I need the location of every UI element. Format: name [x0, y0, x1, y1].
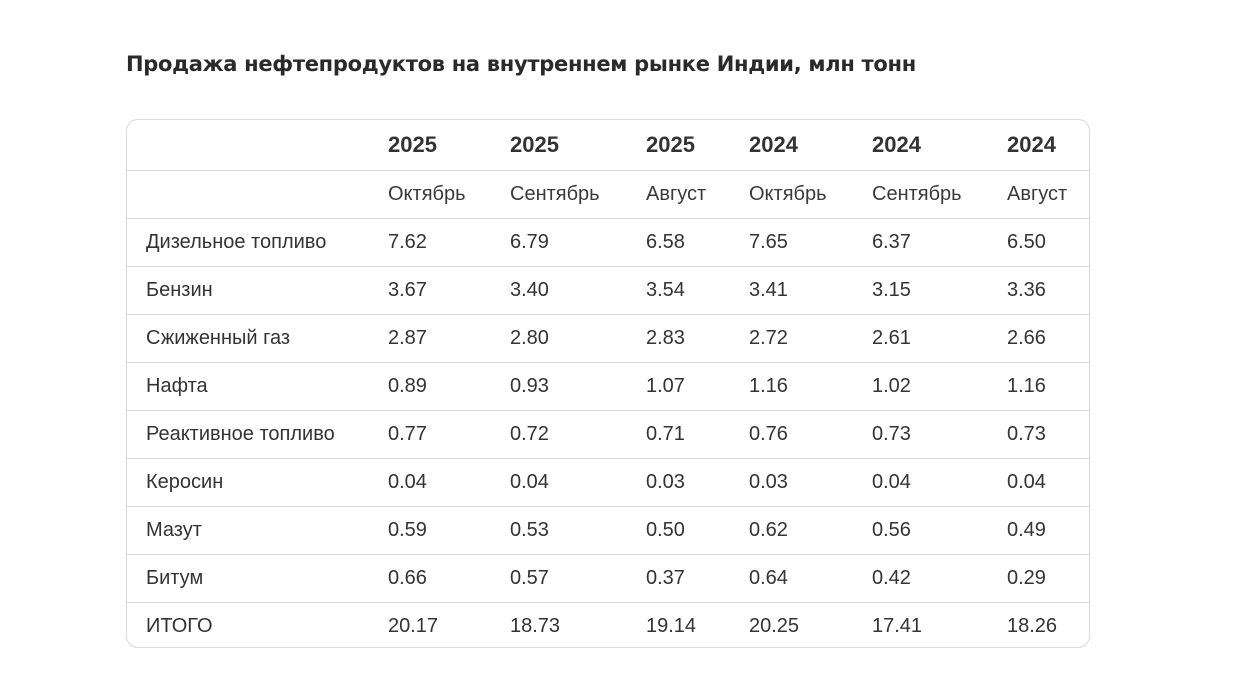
- value-cell: 17.41: [872, 615, 923, 637]
- value-cell: 0.77: [370, 410, 492, 459]
- value-cell: 3.67: [370, 266, 492, 315]
- value-cell: 3.41: [731, 266, 854, 315]
- value-cell: 0.73: [989, 410, 1089, 459]
- value-cell: 0.66: [370, 554, 492, 603]
- row-label: Керосин: [127, 458, 370, 507]
- value-cell: 6.37: [854, 218, 989, 267]
- value-cell: 0.04: [492, 458, 628, 507]
- value-cell: 3.15: [854, 266, 989, 315]
- value-cell: 1.02: [854, 362, 989, 411]
- row-label: Бензин: [127, 266, 370, 315]
- value-cell: 0.57: [492, 554, 628, 603]
- value-cell: 0.49: [989, 506, 1089, 555]
- header-cell-year: 2024: [731, 120, 854, 171]
- value-cell: 0.64: [731, 554, 854, 603]
- value-cell: 0.76: [731, 410, 854, 459]
- value-cell: 0.50: [628, 506, 731, 555]
- value-cell: 0.71: [628, 410, 731, 459]
- value-cell: 0.04: [989, 458, 1089, 507]
- header-cell-month: Сентябрь: [492, 170, 628, 219]
- value-cell: 1.16: [989, 362, 1089, 411]
- header-cell-year: 2025: [492, 120, 628, 171]
- value-cell: 0.37: [628, 554, 731, 603]
- value-cell: 0.42: [854, 554, 989, 603]
- value-cell: 0.73: [854, 410, 989, 459]
- value-cell: 3.36: [989, 266, 1089, 315]
- value-cell: 2.66: [989, 314, 1089, 363]
- value-cell: 2.61: [854, 314, 989, 363]
- value-cell: 18.73: [510, 615, 561, 637]
- value-cell: 18.26: [1007, 615, 1058, 637]
- row-label: Реактивное топливо: [127, 410, 370, 459]
- value-cell: 2.72: [731, 314, 854, 363]
- value-cell: 2.87: [370, 314, 492, 363]
- row-label: Битум: [127, 554, 370, 603]
- value-cell: 0.04: [370, 458, 492, 507]
- table-row: Керосин 0.04 0.04 0.03 0.03 0.04 0.04: [127, 458, 1089, 507]
- header-cell-year: 2024: [989, 120, 1089, 171]
- value-cell: 7.62: [370, 218, 492, 267]
- value-cell: 0.29: [989, 554, 1089, 603]
- value-cell: 2.80: [492, 314, 628, 363]
- data-table-container: 2025 2025 2025 2024 2024 2024 Октябрь Се…: [126, 119, 1090, 648]
- value-cell: 0.72: [492, 410, 628, 459]
- value-cell: 1.16: [731, 362, 854, 411]
- value-cell: 0.03: [628, 458, 731, 507]
- header-row-months: Октябрь Сентябрь Август Октябрь Сентябрь…: [127, 170, 1089, 219]
- header-cell-year: 2025: [628, 120, 731, 171]
- value-cell: 19.14: [646, 615, 697, 637]
- header-cell-empty: [127, 170, 370, 219]
- table-row: ИТОГО 20.17 18.73 19.14 20.25 17.41 18.26: [127, 603, 1089, 648]
- value-cell: 20.17: [388, 615, 439, 637]
- header-row-years: 2025 2025 2025 2024 2024 2024: [127, 120, 1089, 171]
- table-row: Мазут 0.59 0.53 0.50 0.62 0.56 0.49: [127, 506, 1089, 555]
- header-cell-month: Август: [989, 170, 1089, 219]
- value-cell: 6.58: [628, 218, 731, 267]
- value-cell: 0.89: [370, 362, 492, 411]
- value-cell: 6.79: [492, 218, 628, 267]
- table-row: Дизельное топливо 7.62 6.79 6.58 7.65 6.37 6.5…: [127, 218, 1089, 267]
- value-cell: 3.54: [628, 266, 731, 315]
- value-cell: 0.93: [492, 362, 628, 411]
- header-cell-month: Октябрь: [731, 170, 854, 219]
- table-row: Битум 0.66 0.57 0.37 0.64 0.42 0.29: [127, 554, 1089, 603]
- value-cell: 0.04: [854, 458, 989, 507]
- row-label: Дизельное топливо: [127, 218, 370, 267]
- value-cell: 0.59: [370, 506, 492, 555]
- value-cell: 0.53: [492, 506, 628, 555]
- table-row: Нафта 0.89 0.93 1.07 1.16 1.02 1.16: [127, 362, 1089, 411]
- header-cell-month: Октябрь: [370, 170, 492, 219]
- table-row: Сжиженный газ 2.87 2.80 2.83 2.72 2.61 2.66: [127, 314, 1089, 363]
- value-cell: 2.83: [628, 314, 731, 363]
- header-cell-year: 2024: [854, 120, 989, 171]
- value-cell: 3.40: [492, 266, 628, 315]
- row-label: Мазут: [127, 506, 370, 555]
- row-label: Нафта: [127, 362, 370, 411]
- header-cell-empty: [127, 120, 370, 171]
- row-label: Сжиженный газ: [127, 314, 370, 363]
- header-cell-month: Август: [628, 170, 731, 219]
- data-table: 2025 2025 2025 2024 2024 2024 Октябрь Се…: [127, 120, 1089, 648]
- row-label: ИТОГО: [146, 615, 213, 637]
- value-cell: 0.62: [731, 506, 854, 555]
- table-row: Бензин 3.67 3.40 3.54 3.41 3.15 3.36: [127, 266, 1089, 315]
- value-cell: 20.25: [749, 615, 800, 637]
- table-row: Реактивное топливо 0.77 0.72 0.71 0.76 0.73 0.…: [127, 410, 1089, 459]
- value-cell: 1.07: [628, 362, 731, 411]
- value-cell: 7.65: [731, 218, 854, 267]
- value-cell: 0.56: [854, 506, 989, 555]
- value-cell: 6.50: [989, 218, 1089, 267]
- page-title: Продажа нефтепродуктов на внутреннем рын…: [126, 52, 916, 76]
- header-cell-month: Сентябрь: [854, 170, 989, 219]
- value-cell: 0.03: [731, 458, 854, 507]
- header-cell-year: 2025: [370, 120, 492, 171]
